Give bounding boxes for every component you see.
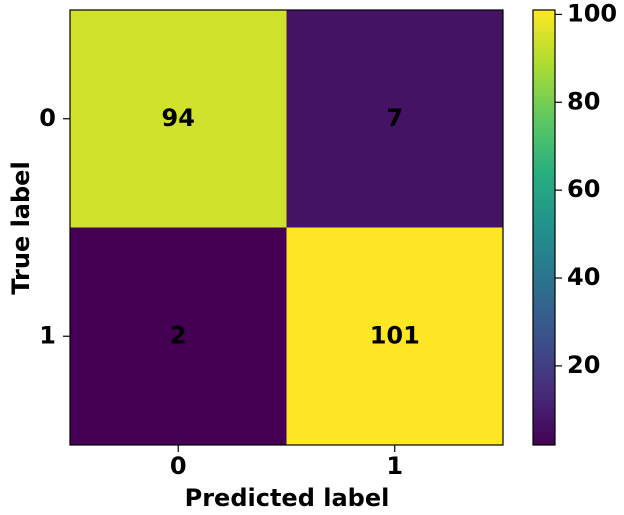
y-axis-label: True label [7,161,35,294]
heatmap-cell [286,10,503,228]
cell-label: 2 [170,321,187,349]
colorbar-tick-label: 60 [567,175,600,203]
x-tick-label: 0 [170,452,187,480]
cell-label: 7 [386,104,403,132]
cell-label: 94 [162,104,195,132]
heatmap-cell [286,227,503,445]
x-tick-label: 1 [386,452,403,480]
colorbar-tick-label: 80 [567,87,600,115]
y-tick-label: 0 [39,104,56,132]
colorbar [532,9,556,446]
colorbar-tick-label: 20 [567,351,600,379]
colorbar-tick-label: 100 [567,0,617,27]
y-tick-label: 1 [39,321,56,349]
heatmap-cell [70,10,287,228]
colorbar-tick-label: 40 [567,263,600,291]
x-axis-label: Predicted label [185,484,390,512]
cell-label: 101 [370,321,420,349]
plot-frame [69,9,504,446]
heatmap-cell [70,227,287,445]
